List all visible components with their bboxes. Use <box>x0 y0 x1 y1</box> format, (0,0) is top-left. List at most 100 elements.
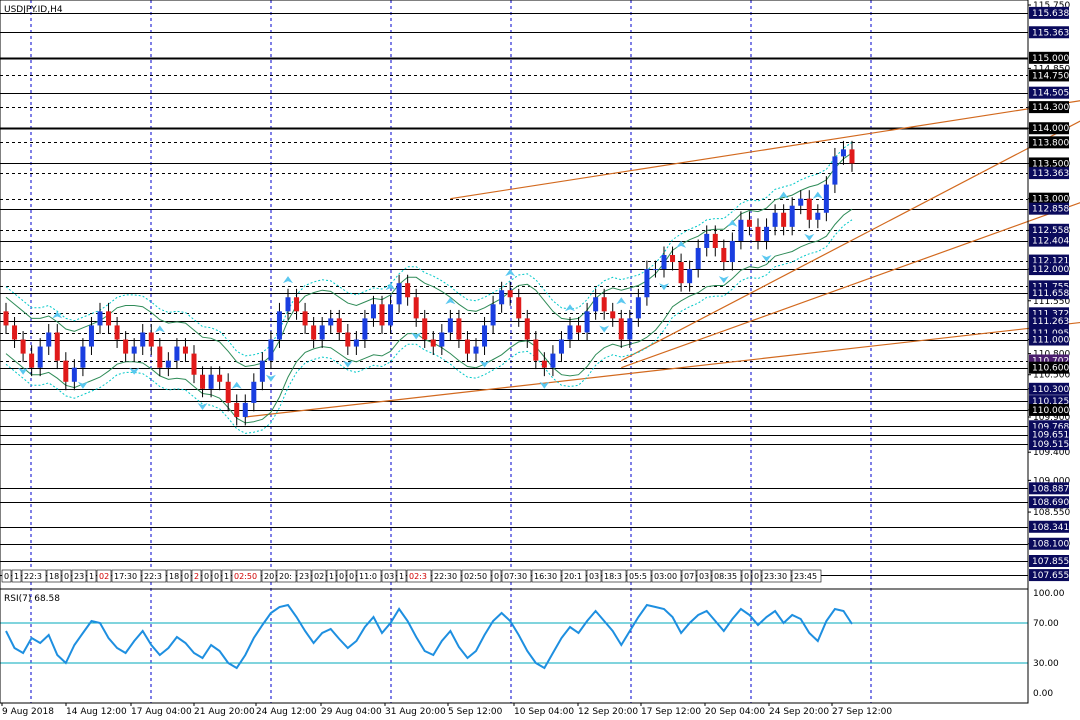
timestamp-text: 05:5 <box>629 572 647 581</box>
timestamp-box <box>751 569 762 583</box>
candle-body <box>174 346 180 361</box>
candle <box>627 309 633 348</box>
rsi-pane[interactable]: RSI(7) 68.58 <box>0 594 1028 670</box>
price-tag: 114.750 <box>1029 69 1069 82</box>
timestamp-text: 0 <box>184 572 189 581</box>
time-tick-label: 20 Sep 04:00 <box>705 707 765 717</box>
timestamp-text: 1 <box>399 572 404 581</box>
timestamp-label: 1 <box>221 569 232 583</box>
candle-body <box>832 156 838 185</box>
timestamp-box <box>651 569 682 583</box>
candle-body <box>447 318 453 333</box>
candle <box>584 302 590 341</box>
candle-body <box>422 318 428 340</box>
price-tag-box <box>1029 202 1069 215</box>
candle <box>687 260 693 292</box>
time-tick-label: 17 Aug 04:00 <box>131 707 192 717</box>
price-tag-box <box>1029 167 1069 180</box>
price-axis[interactable]: 115.750 114.850 114.300 114.000 113.500 113.0… <box>1027 0 1070 703</box>
price-tag-box <box>1029 554 1069 567</box>
arrow-up <box>445 297 456 305</box>
timestamp-text: 07 <box>684 572 694 581</box>
candle-body <box>618 318 624 340</box>
timestamp-text: 22:30 <box>434 572 457 581</box>
price-tag-box <box>1029 69 1069 82</box>
arrow-up <box>727 219 738 227</box>
timestamp-box <box>396 569 407 583</box>
candle-body <box>644 269 650 298</box>
arrow-down <box>197 402 208 410</box>
candle <box>319 316 325 348</box>
timestamp-text: 20: <box>279 572 292 581</box>
candle-body <box>806 198 812 220</box>
candle-body <box>80 346 86 368</box>
timestamp-text: 02 <box>99 572 109 581</box>
time-tick-label: 27 Sep 12:00 <box>832 707 892 717</box>
candle <box>200 366 206 398</box>
candle <box>746 211 752 236</box>
price-tag-text: 112.121 <box>1032 257 1069 267</box>
price-tag-text: 109.768 <box>1032 422 1069 432</box>
arrow-down <box>659 283 669 291</box>
timestamp-text: 17:30 <box>114 572 137 581</box>
candle <box>439 324 445 356</box>
candle-body <box>601 297 607 312</box>
price-tag-text: 112.404 <box>1032 237 1069 247</box>
timestamp-label: 1 <box>11 569 22 583</box>
timestamp-text: 0 <box>214 572 219 581</box>
price-tag-box <box>1029 192 1069 205</box>
price-tag-text: 114.000 <box>1032 124 1069 134</box>
candle <box>80 338 86 377</box>
arrow-up <box>154 325 165 333</box>
price-tag-box <box>1029 51 1069 64</box>
timestamp-label: 2 <box>191 569 202 583</box>
price-tag: 111.658 <box>1029 287 1069 300</box>
timestamp-box <box>86 569 97 583</box>
timestamp-text: 18:3 <box>604 572 622 581</box>
candle <box>97 302 103 334</box>
price-tag: 108.100 <box>1029 537 1069 550</box>
price-tag-box <box>1029 223 1069 236</box>
rsi-tick-label: 100.00 <box>1033 589 1065 599</box>
price-pane[interactable]: 0 1 22:3 18 0 23 1 02 17:30 22:3 18 0 2 0 0 1 02:50 20 20:… <box>0 0 1080 703</box>
timestamp-text: 0 <box>349 572 354 581</box>
timestamp-box <box>276 569 297 583</box>
candle-body <box>507 290 513 298</box>
timestamp-text: 03 <box>699 572 709 581</box>
candle <box>302 302 308 334</box>
candle <box>123 331 129 363</box>
price-tag-box <box>1029 86 1069 99</box>
price-tag-box <box>1029 482 1069 495</box>
fractal-arrows <box>18 191 823 410</box>
candle-body <box>815 212 821 220</box>
timestamp-text: 0 <box>339 572 344 581</box>
timestamp-label: 1 <box>396 569 407 583</box>
price-tag-text: 109.651 <box>1032 431 1069 441</box>
price-tag-box <box>1029 520 1069 533</box>
timestamp-text: 1 <box>89 572 94 581</box>
arrow-down <box>599 325 610 333</box>
candle-body <box>789 205 795 227</box>
arrow-up <box>812 191 823 199</box>
timestamp-box <box>626 569 652 583</box>
candle-body <box>473 346 479 354</box>
candle-body <box>388 304 394 326</box>
candle <box>140 324 146 356</box>
timestamp-box <box>681 569 697 583</box>
timestamp-box <box>791 569 822 583</box>
rsi-line <box>5 603 853 670</box>
price-tag-text: 107.855 <box>1032 557 1069 567</box>
candle-body <box>311 325 317 340</box>
candle <box>729 232 735 271</box>
candle <box>695 239 701 278</box>
candle <box>507 281 513 306</box>
timestamp-label: 22:30 <box>431 569 462 583</box>
candle <box>182 338 188 363</box>
timestamp-text: 1 <box>224 572 229 581</box>
candle <box>225 373 231 412</box>
timestamp-text: 02:50 <box>234 572 257 581</box>
timestamp-text: 1 <box>329 572 334 581</box>
price-tag-box <box>1029 438 1069 451</box>
time-tick-label: 24 Sep 20:00 <box>769 707 829 717</box>
